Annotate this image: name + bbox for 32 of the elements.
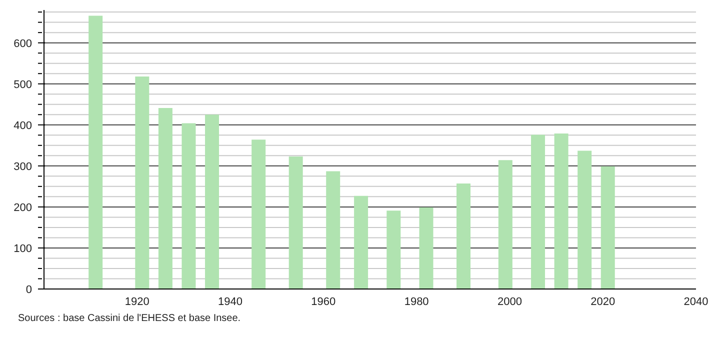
bar — [252, 140, 266, 289]
bar — [578, 150, 592, 289]
bar — [456, 184, 470, 289]
bar — [386, 210, 401, 289]
y-tick-label: 600 — [14, 38, 32, 50]
y-tick-label: 0 — [26, 284, 32, 296]
bar — [135, 76, 150, 289]
x-tick-label: 1960 — [311, 296, 336, 308]
bar — [182, 123, 196, 289]
y-tick-label: 500 — [14, 78, 32, 91]
x-tick-label: 1940 — [218, 296, 243, 308]
y-tick-label: 100 — [14, 242, 32, 255]
bar — [205, 114, 220, 289]
x-tick-label: 2020 — [590, 296, 616, 308]
bar — [88, 16, 103, 289]
bar — [419, 207, 434, 289]
bar — [498, 160, 512, 289]
x-tick-label: 2040 — [684, 296, 708, 308]
y-tick-label: 400 — [14, 120, 32, 132]
y-tick-label: 300 — [14, 160, 32, 173]
x-tick-label: 2000 — [497, 296, 522, 308]
bar — [354, 196, 368, 289]
bar — [326, 171, 340, 289]
bar — [288, 156, 303, 289]
source-note: Sources : base Cassini de l'EHESS et base Insee. — [18, 313, 242, 324]
bar — [600, 166, 615, 289]
bar — [554, 134, 568, 289]
x-tick-label: 1920 — [124, 296, 150, 308]
bar — [531, 134, 546, 289]
y-tick-label: 200 — [14, 202, 32, 214]
bar — [158, 108, 172, 289]
x-tick-label: 1980 — [404, 296, 429, 308]
